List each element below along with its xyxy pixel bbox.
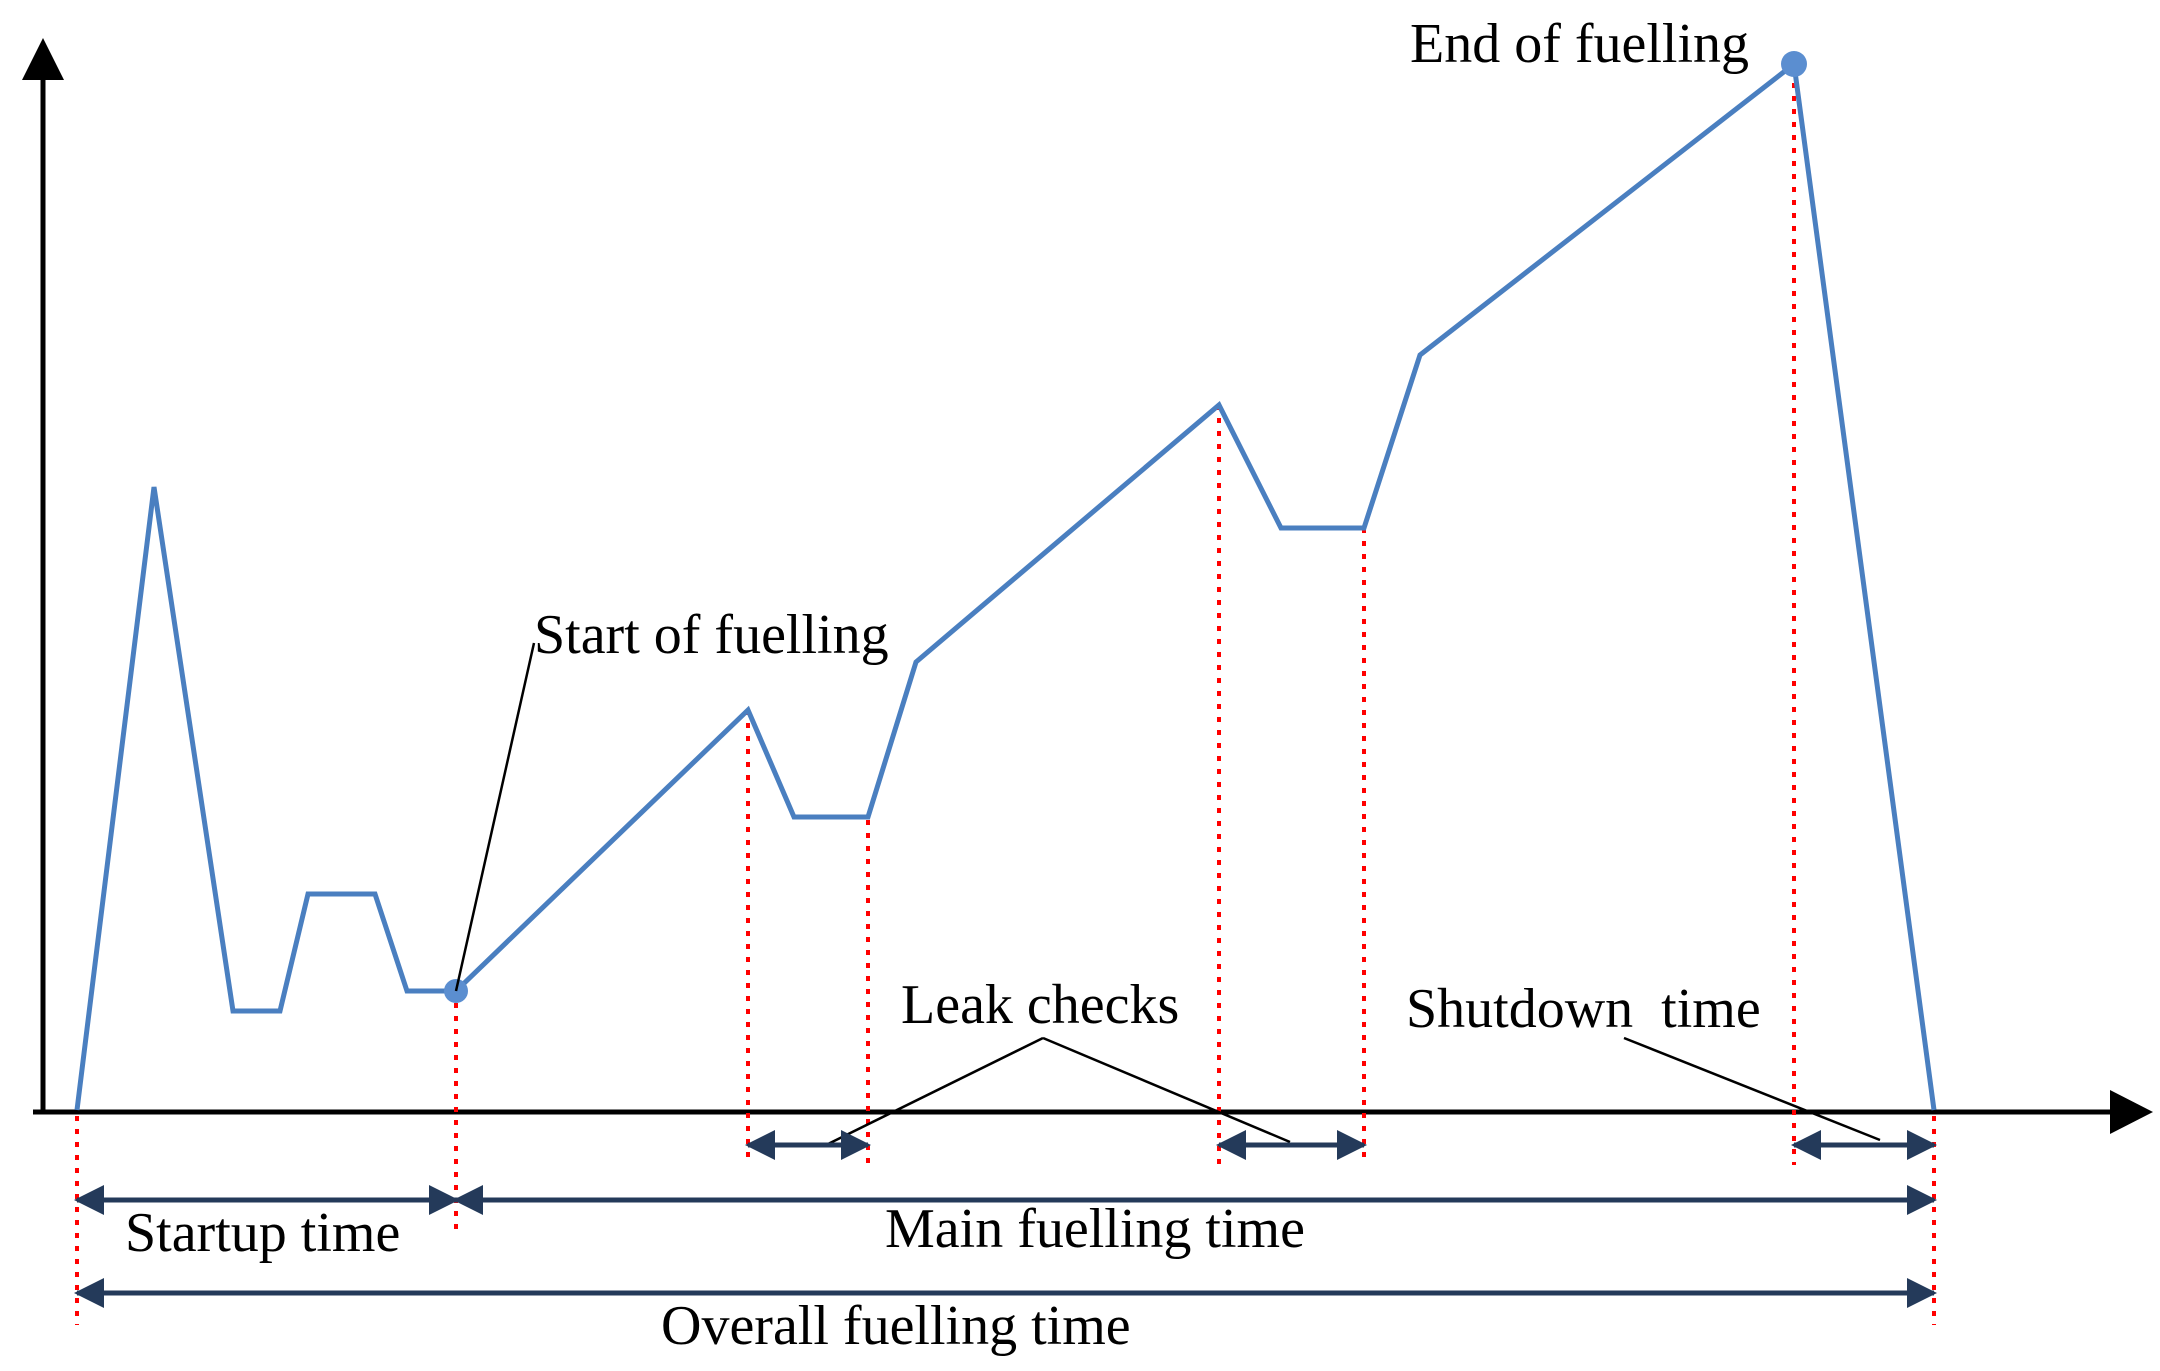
duration-arrows xyxy=(74,1130,1937,1308)
end-of-fuelling-label: End of fuelling xyxy=(1410,13,1749,75)
x-axis-arrowhead xyxy=(2110,1090,2153,1134)
time-marker-guides xyxy=(75,70,1936,1325)
start-of-fuelling-label: Start of fuelling xyxy=(534,604,889,666)
leader-lines xyxy=(454,642,1881,1147)
shutdown-time-leader xyxy=(1623,1036,1881,1142)
shutdown-time-label: Shutdown time xyxy=(1406,978,1761,1040)
leak-checks-leader-right xyxy=(1042,1036,1291,1144)
startup-time-label: Startup time xyxy=(125,1202,400,1264)
axes xyxy=(22,38,2153,1134)
leak-checks-leader-left xyxy=(825,1036,1044,1147)
main-fuelling-time-label: Main fuelling time xyxy=(885,1198,1305,1260)
y-axis-arrowhead xyxy=(22,38,64,80)
end-of-fuelling-marker xyxy=(1781,51,1807,77)
overall-fuelling-time-label: Overall fuelling time xyxy=(661,1295,1131,1357)
leak-checks-label: Leak checks xyxy=(901,974,1179,1036)
diagram-labels: End of fuelling Start of fuelling Leak c… xyxy=(125,13,1761,1357)
start-of-fuelling-leader xyxy=(454,642,536,992)
fuelling-process-curve xyxy=(74,59,1937,1111)
